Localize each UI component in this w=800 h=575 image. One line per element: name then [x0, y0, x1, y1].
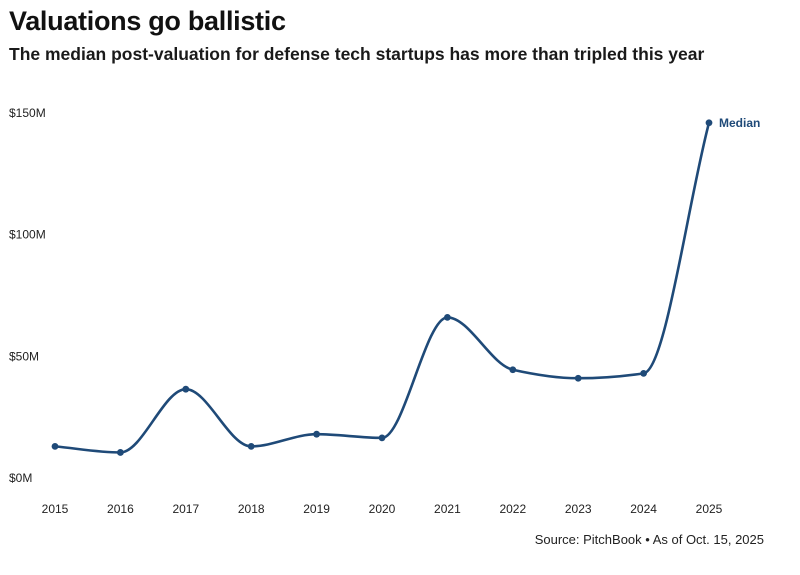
chart-subtitle: The median post-valuation for defense te…	[9, 44, 705, 64]
chart-title: Valuations go ballistic	[9, 6, 286, 36]
y-tick-label: $0M	[9, 471, 32, 485]
x-tick-label: 2020	[369, 502, 396, 516]
y-tick-label: $50M	[9, 349, 39, 363]
x-tick-label: 2022	[499, 502, 526, 516]
x-tick-label: 2021	[434, 502, 461, 516]
x-tick-label: 2024	[630, 502, 657, 516]
x-tick-label: 2023	[565, 502, 592, 516]
data-point	[117, 449, 124, 456]
x-tick-label: 2025	[696, 502, 723, 516]
data-point	[51, 442, 59, 450]
data-point	[444, 314, 451, 321]
data-point	[247, 442, 255, 450]
data-point	[182, 385, 190, 393]
y-tick-label: $150M	[9, 106, 46, 120]
series-label: Median	[719, 116, 760, 130]
x-tick-label: 2015	[42, 502, 69, 516]
data-point	[313, 430, 320, 438]
x-tick-label: 2016	[107, 502, 134, 516]
x-tick-label: 2019	[303, 502, 330, 516]
data-point	[574, 374, 582, 382]
data-point	[705, 119, 713, 127]
data-point	[378, 434, 386, 442]
series-line	[53, 121, 711, 454]
y-tick-label: $100M	[9, 228, 46, 242]
x-tick-label: 2018	[238, 502, 265, 516]
x-tick-label: 2017	[172, 502, 199, 516]
data-point	[509, 366, 517, 374]
data-point	[640, 369, 647, 377]
source-note: Source: PitchBook • As of Oct. 15, 2025	[534, 532, 764, 547]
